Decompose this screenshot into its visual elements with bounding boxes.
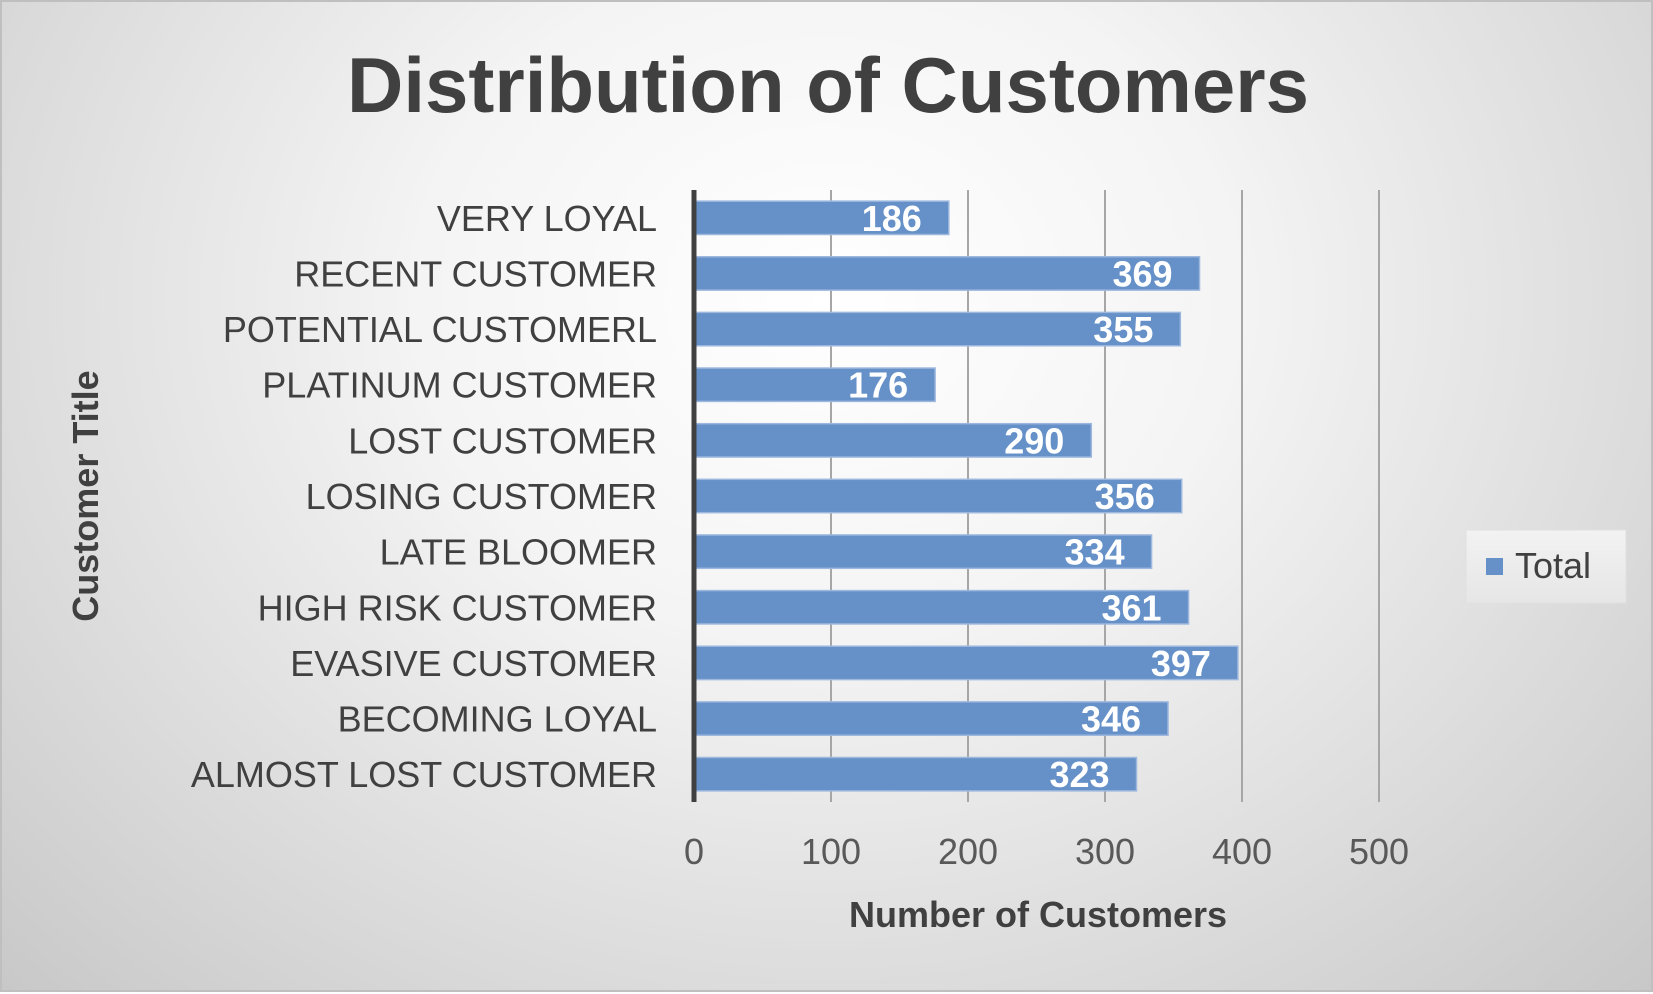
chart-title: Distribution of Customers (347, 41, 1309, 129)
x-tick-label: 200 (938, 831, 998, 872)
category-labels: ALMOST LOST CUSTOMER BECOMING LOYAL EVASIV… (191, 198, 657, 795)
category-label: BECOMING LOYAL (338, 699, 657, 740)
bar (693, 311, 1182, 347)
x-tick-label: 500 (1349, 831, 1409, 872)
category-label: HIGH RISK CUSTOMER (258, 587, 657, 628)
category-label: LOSING CUSTOMER (306, 476, 657, 517)
bar (693, 200, 950, 236)
legend-label-total: Total (1515, 545, 1591, 586)
data-label: 369 (1112, 253, 1172, 294)
data-label: 361 (1102, 587, 1162, 628)
category-label: LOST CUSTOMER (348, 420, 657, 461)
bar (693, 256, 1201, 291)
category-label: POTENTIAL CUSTOMERL (223, 309, 657, 350)
category-label: VERY LOYAL (437, 198, 657, 239)
data-label: 176 (848, 365, 908, 406)
bar (693, 589, 1190, 625)
bar (693, 367, 936, 403)
bar (693, 645, 1239, 681)
category-label: RECENT CUSTOMER (294, 253, 657, 294)
category-label: LATE BLOOMER (380, 532, 657, 573)
data-label: 186 (862, 198, 922, 239)
category-label: ALMOST LOST CUSTOMER (191, 754, 657, 795)
y-axis-title: Customer Title (65, 370, 106, 621)
category-label: EVASIVE CUSTOMER (290, 643, 657, 684)
data-label: 355 (1093, 309, 1153, 350)
bar (693, 756, 1138, 792)
x-tick-label: 300 (1075, 831, 1135, 872)
x-tick-label: 0 (684, 831, 704, 872)
data-label: 323 (1049, 754, 1109, 795)
legend: Total (1465, 529, 1627, 604)
legend-swatch (1486, 558, 1503, 575)
data-label: 346 (1081, 699, 1141, 740)
bar (693, 534, 1153, 570)
category-label: PLATINUM CUSTOMER (262, 365, 657, 406)
data-label: 356 (1095, 476, 1155, 517)
x-tick-labels: 0 100 200 300 400 500 (684, 831, 1409, 872)
bar (693, 478, 1183, 514)
data-label: 397 (1151, 643, 1211, 684)
x-tick-label: 400 (1212, 831, 1272, 872)
x-axis-title: Number of Customers (849, 894, 1227, 935)
data-label: 334 (1065, 532, 1125, 573)
bar (693, 422, 1093, 458)
x-tick-label: 100 (801, 831, 861, 872)
data-label: 290 (1004, 420, 1064, 461)
